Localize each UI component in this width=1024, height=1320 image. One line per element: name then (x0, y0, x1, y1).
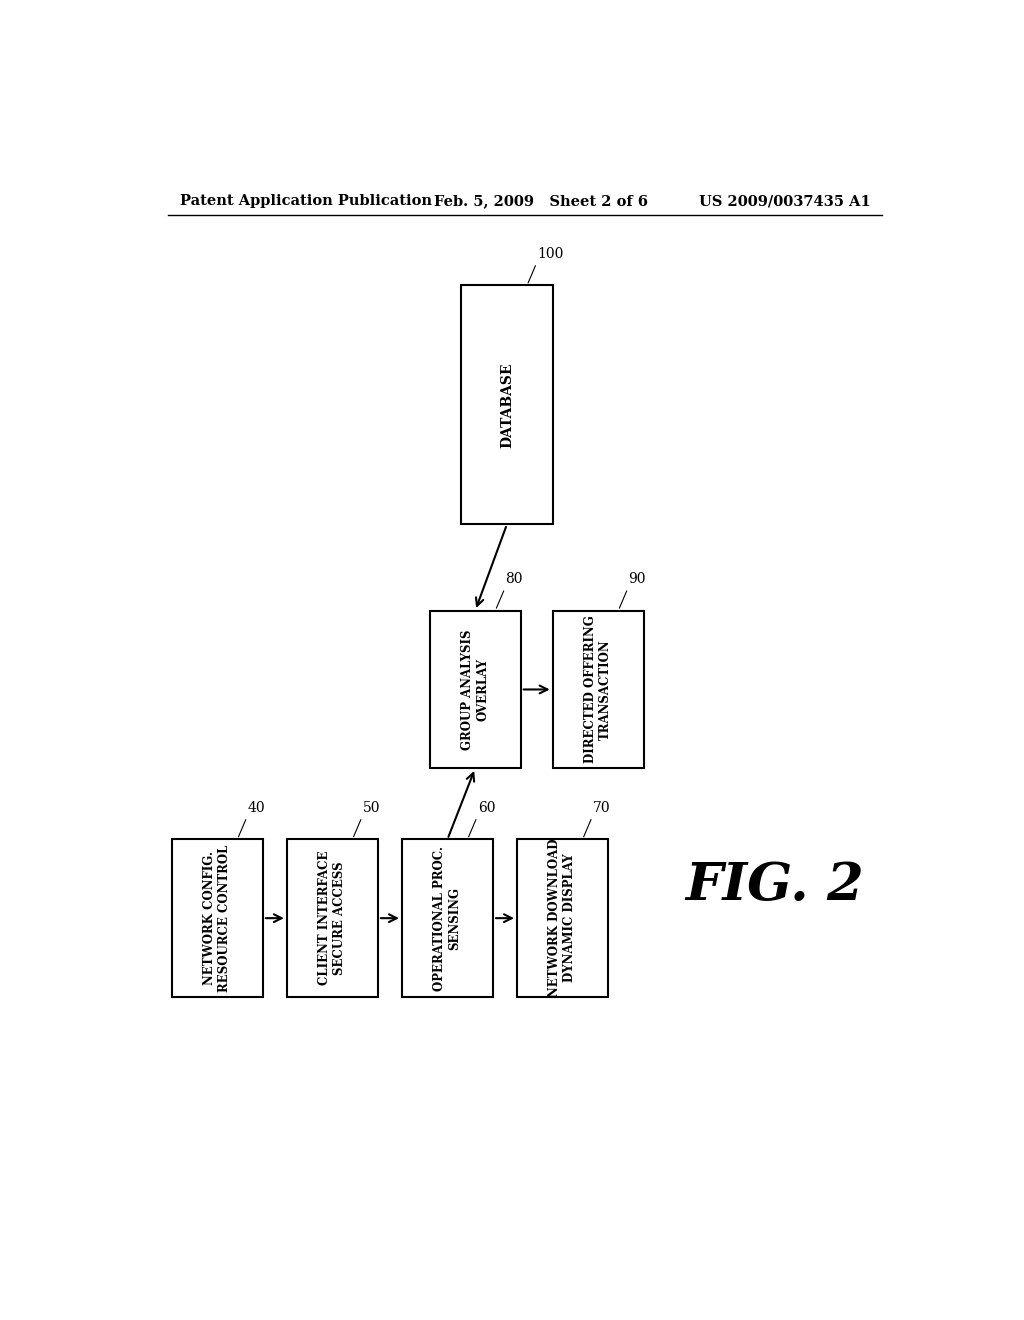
Bar (172, 840, 263, 997)
Bar (553, 611, 644, 768)
Text: 100: 100 (538, 247, 564, 261)
Text: 60: 60 (478, 801, 496, 814)
Text: NETWORK CONFIG.
RESOURCE CONTROL: NETWORK CONFIG. RESOURCE CONTROL (204, 845, 231, 991)
Text: FIG. 2: FIG. 2 (685, 859, 864, 911)
Bar (401, 840, 494, 997)
Bar (517, 840, 608, 997)
Text: DATABASE: DATABASE (500, 362, 514, 447)
Text: OPERATIONAL PROC.
SENSING: OPERATIONAL PROC. SENSING (433, 846, 462, 990)
Text: 70: 70 (593, 801, 610, 814)
Text: 40: 40 (248, 801, 265, 814)
Text: Feb. 5, 2009   Sheet 2 of 6: Feb. 5, 2009 Sheet 2 of 6 (433, 194, 647, 209)
Bar (430, 611, 521, 768)
Bar (461, 285, 553, 524)
Text: GROUP ANALYSIS
OVERLAY: GROUP ANALYSIS OVERLAY (461, 630, 489, 750)
Text: 50: 50 (362, 801, 380, 814)
Text: 80: 80 (506, 573, 523, 586)
Text: Patent Application Publication: Patent Application Publication (179, 194, 431, 209)
Bar (287, 840, 378, 997)
Text: DIRECTED OFFERING
TRANSACTION: DIRECTED OFFERING TRANSACTION (585, 615, 612, 763)
Text: CLIENT INTERFACE
SECURE ACCESS: CLIENT INTERFACE SECURE ACCESS (318, 851, 346, 986)
Text: US 2009/0037435 A1: US 2009/0037435 A1 (699, 194, 871, 209)
Text: 90: 90 (629, 573, 646, 586)
Text: NETWORK DOWNLOAD
DYNAMIC DISPLAY: NETWORK DOWNLOAD DYNAMIC DISPLAY (549, 840, 577, 998)
